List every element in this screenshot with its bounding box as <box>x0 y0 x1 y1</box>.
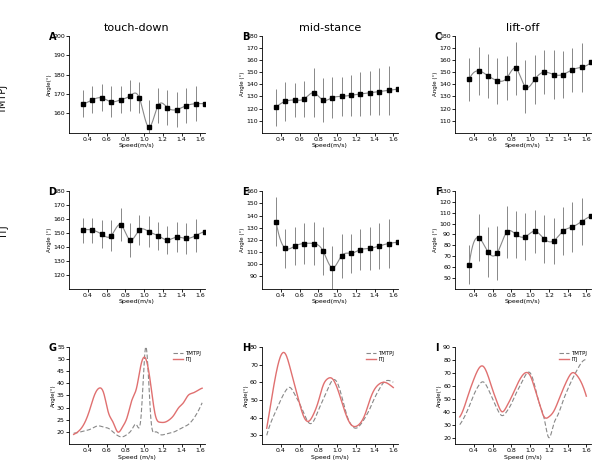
Y-axis label: Angle(°): Angle(°) <box>47 73 52 95</box>
Text: I: I <box>434 343 438 353</box>
Y-axis label: Angle (°): Angle (°) <box>47 228 52 252</box>
Text: G: G <box>49 343 56 353</box>
Title: touch-down: touch-down <box>104 23 170 33</box>
Text: TMTPJ: TMTPJ <box>0 85 8 114</box>
X-axis label: Speed (m/s): Speed (m/s) <box>311 455 349 460</box>
Title: lift-off: lift-off <box>506 23 540 33</box>
Text: B: B <box>242 32 249 42</box>
X-axis label: Speed (m/s): Speed (m/s) <box>118 455 156 460</box>
Legend: TMTPJ, ITJ: TMTPJ, ITJ <box>172 350 202 363</box>
Legend: TMTPJ, ITJ: TMTPJ, ITJ <box>559 350 588 363</box>
X-axis label: Speed(m/s): Speed(m/s) <box>312 299 348 304</box>
Text: F: F <box>434 187 441 197</box>
Text: ITJ: ITJ <box>0 225 8 236</box>
Y-axis label: Angle (°): Angle (°) <box>433 228 438 252</box>
Title: mid-stance: mid-stance <box>299 23 361 33</box>
X-axis label: Speed (m/s): Speed (m/s) <box>504 455 542 460</box>
Y-axis label: Angle(°): Angle(°) <box>437 384 442 407</box>
Legend: TMTPJ, ITJ: TMTPJ, ITJ <box>365 350 395 363</box>
X-axis label: Speed(m/s): Speed(m/s) <box>505 299 541 304</box>
Text: E: E <box>242 187 248 197</box>
Y-axis label: Angle(°): Angle(°) <box>244 384 248 407</box>
X-axis label: Speed(m/s): Speed(m/s) <box>505 143 541 149</box>
Y-axis label: Angle (°): Angle (°) <box>240 228 245 252</box>
Text: C: C <box>434 32 442 42</box>
Text: A: A <box>49 32 56 42</box>
Text: H: H <box>242 343 250 353</box>
Y-axis label: Angle (°): Angle (°) <box>433 72 438 96</box>
X-axis label: Speed(m/s): Speed(m/s) <box>119 299 155 304</box>
X-axis label: Speed(m/s): Speed(m/s) <box>119 143 155 149</box>
Text: D: D <box>49 187 56 197</box>
Y-axis label: Angle(°): Angle(°) <box>50 384 56 407</box>
Y-axis label: Angle (°): Angle (°) <box>240 72 245 96</box>
X-axis label: Speed(m/s): Speed(m/s) <box>312 143 348 149</box>
